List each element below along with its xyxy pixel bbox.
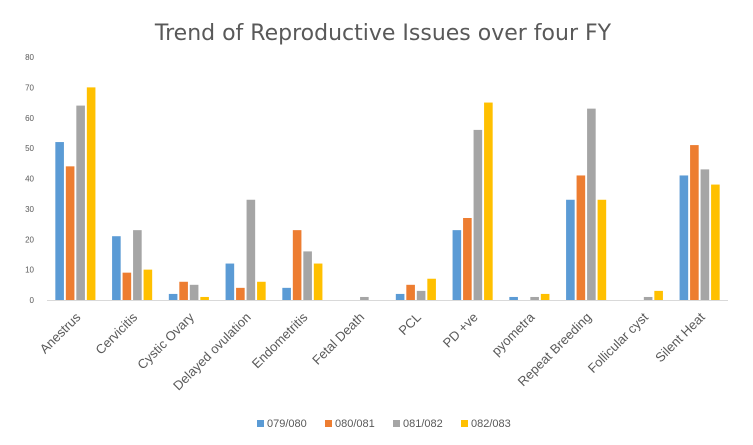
legend: 079/080 080/081 081/082 082/083 [257, 418, 511, 430]
y-tick-label: 10 [25, 266, 34, 275]
legend-swatch [461, 420, 468, 427]
legend-swatch [393, 420, 400, 427]
bar-081-082-repeat-breeding [587, 108, 596, 300]
bar-081-082-follicular-cyst [643, 296, 653, 300]
bar-082-083-pyometra [540, 293, 550, 300]
x-tick-label: pyometra [489, 309, 538, 358]
bar-082-083-cystic-ovary [200, 296, 209, 300]
y-tick-label: 50 [25, 144, 34, 153]
y-tick-label: 0 [30, 296, 35, 305]
bar-079-080-anestrus [55, 142, 64, 300]
x-tick-label: PD +ve [440, 310, 481, 351]
x-tick-label: Fetal Death [309, 310, 367, 368]
bar-080-081-delayed-ovulation [236, 287, 245, 300]
legend-label: 082/083 [471, 418, 511, 430]
bar-081-082-anestrus [76, 105, 85, 300]
legend-swatch [325, 420, 332, 427]
bar-081-082-delayed-ovulation [246, 199, 256, 300]
bar-081-082-pyometra [530, 296, 539, 300]
legend-label: 080/081 [335, 418, 375, 430]
bar-082-083-delayed-ovulation [257, 281, 266, 300]
bar-082-083-anestrus [86, 87, 96, 301]
bar-080-081-cervicitis [122, 272, 132, 300]
y-tick-label: 40 [25, 175, 34, 184]
x-tick-label: Silent Heat [652, 309, 708, 365]
x-tick-label: Anestrus [37, 309, 84, 356]
x-tick-label: Follicular cyst [585, 309, 652, 376]
bar-081-082-silent-heat [700, 169, 710, 300]
legend-label: 081/082 [403, 418, 443, 430]
bar-079-080-endometritis [282, 287, 291, 300]
bar-079-080-silent-heat [679, 175, 689, 300]
legend-swatch [257, 420, 264, 427]
bar-080-081-pcl [406, 284, 415, 300]
bar-079-080-pd-ve [452, 230, 462, 300]
bar-079-080-cystic-ovary [168, 293, 178, 300]
bar-081-082-cervicitis [133, 230, 142, 300]
bars-group [55, 87, 720, 301]
y-tick-label: 30 [25, 205, 34, 214]
bar-081-082-cystic-ovary [189, 284, 199, 300]
bar-079-080-pcl [395, 293, 405, 300]
x-tick-label: Cervicitis [92, 309, 140, 357]
bar-082-083-cervicitis [143, 269, 153, 301]
bar-080-081-anestrus [65, 166, 75, 300]
x-tick-label: Cystic Ovary [134, 309, 197, 372]
bar-080-081-endometritis [292, 230, 302, 300]
bar-080-081-pd-ve [463, 217, 472, 300]
bar-082-083-pcl [427, 278, 436, 300]
bar-081-082-fetal-death [360, 296, 369, 300]
bar-079-080-repeat-breeding [566, 199, 575, 300]
bar-080-081-cystic-ovary [179, 281, 188, 300]
y-tick-label: 20 [25, 235, 34, 244]
bar-079-080-cervicitis [112, 236, 121, 300]
y-axis: 0 10 20 30 40 50 60 70 80 [25, 53, 34, 305]
bar-080-081-silent-heat [690, 145, 699, 300]
y-tick-label: 60 [25, 114, 34, 123]
bar-082-083-silent-heat [711, 184, 720, 300]
bar-079-080-delayed-ovulation [225, 263, 235, 300]
bar-080-081-repeat-breeding [576, 175, 586, 300]
y-tick-label: 80 [25, 53, 34, 62]
legend-label: 079/080 [267, 418, 307, 430]
bar-079-080-pyometra [509, 296, 518, 300]
bar-082-083-pd-ve [484, 102, 493, 300]
bar-082-083-endometritis [313, 263, 323, 300]
x-tick-label: PCL [396, 310, 424, 338]
x-tick-label: Endometritis [249, 309, 311, 371]
bar-081-082-pcl [416, 290, 426, 300]
bar-081-082-endometritis [303, 251, 312, 300]
chart-title: Trend of Reproductive Issues over four F… [154, 21, 612, 46]
bar-082-083-follicular-cyst [654, 290, 663, 300]
bar-082-083-repeat-breeding [597, 199, 607, 300]
y-tick-label: 70 [25, 83, 34, 92]
bar-081-082-pd-ve [473, 129, 483, 300]
